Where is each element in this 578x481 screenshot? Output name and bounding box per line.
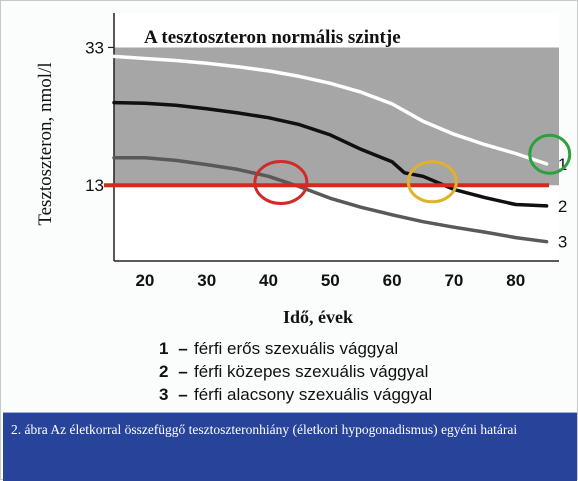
legend-number: 1 — [159, 339, 169, 358]
legend-dash: – — [178, 362, 188, 381]
chart-title: A tesztoszteron normális szintje — [144, 27, 401, 48]
y-axis-label: Tesztoszteron, nmol/l — [35, 62, 56, 226]
series-end-label-3: 3 — [558, 233, 567, 252]
legend-item-2: 2 – férfi közepes szexuális vággyal — [159, 360, 432, 383]
legend-text: férfi erős szexuális vággyal — [194, 339, 399, 358]
series-line-2 — [112, 100, 549, 208]
series-line-3 — [112, 155, 549, 244]
yellow-circle — [406, 160, 458, 204]
y-tick-label: 13 — [85, 176, 104, 195]
legend-dash: – — [178, 385, 188, 404]
x-tick-label: 50 — [321, 271, 340, 290]
chart: 13 33 20 30 40 50 60 70 80 1 2 3 — [85, 13, 572, 290]
x-axis-label: Idő, évek — [283, 307, 354, 327]
legend-item-3: 3 – férfi alacsony szexuális vággyal — [159, 383, 432, 406]
series-line-1 — [112, 54, 549, 166]
x-tick-label: 80 — [506, 271, 525, 290]
legend-number: 2 — [159, 362, 169, 381]
legend-dash: – — [178, 339, 188, 358]
legend-text: férfi közepes szexuális vággyal — [194, 362, 429, 381]
series-end-label-1: 1 — [558, 155, 567, 174]
x-tick-label: 30 — [197, 271, 216, 290]
series-end-label-2: 2 — [558, 197, 567, 216]
x-tick-label: 60 — [383, 271, 402, 290]
legend-text: férfi alacsony szexuális vággyal — [194, 385, 433, 404]
figure-caption: 2. ábra Az életkorral összefüggő tesztos… — [3, 412, 577, 481]
normal-range-band — [114, 47, 559, 186]
y-tick-label: 33 — [85, 38, 104, 57]
x-tick-label: 20 — [135, 271, 154, 290]
legend-item-1: 1 – férfi erős szexuális vággyal — [159, 337, 432, 360]
green-circle — [528, 133, 572, 175]
legend: 1 – férfi erős szexuális vággyal 2 – fér… — [159, 337, 432, 406]
red-circle — [253, 159, 309, 205]
x-tick-label: 70 — [444, 271, 463, 290]
legend-number: 3 — [159, 385, 169, 404]
x-tick-label: 40 — [259, 271, 278, 290]
